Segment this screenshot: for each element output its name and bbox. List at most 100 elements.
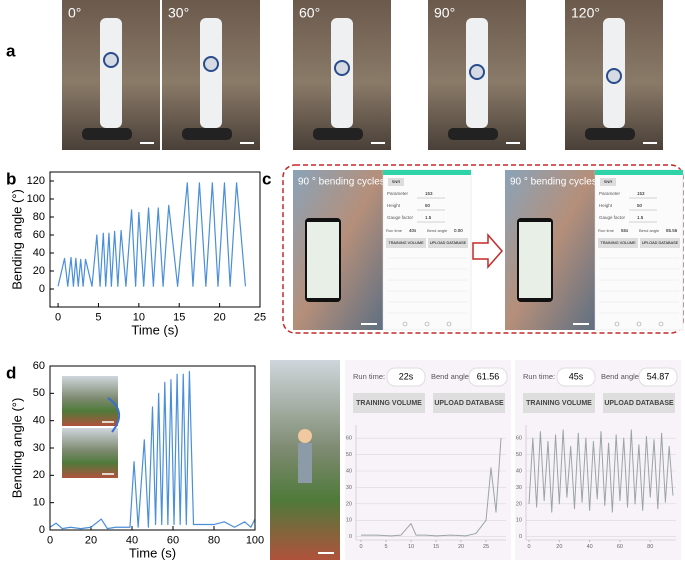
y-tick-label: 20 (33, 469, 45, 481)
app-bg (382, 169, 472, 331)
y-axis-label: Bending angle (°) (9, 189, 24, 290)
y-tick-label: 10 (346, 518, 352, 524)
x-tick-label: 20 (85, 534, 97, 546)
y-tick-label: 50 (33, 387, 45, 399)
y-tick-label: 30 (516, 485, 522, 491)
hinge (606, 68, 622, 84)
value-box (468, 367, 508, 387)
bend-value: 85.56 (666, 228, 678, 233)
x-tick-label: 20 (556, 544, 562, 550)
angle-label: 0° (68, 5, 81, 21)
y-tick-label: 80 (33, 211, 45, 223)
inset-photo (62, 428, 118, 478)
button (603, 393, 675, 413)
x-tick-label: 10 (408, 544, 414, 550)
y-tick-label: 0 (39, 283, 45, 295)
panel-label: d (6, 363, 16, 382)
run-value: 22s (399, 371, 414, 381)
field-value: 1.5 (425, 215, 432, 220)
run-value: 45s (569, 371, 584, 381)
y-tick-label: 20 (33, 265, 45, 277)
bend-value: 0.00 (454, 228, 463, 233)
inset-photo (62, 376, 118, 426)
field-value: 50 (425, 203, 431, 208)
value-box (556, 367, 596, 387)
bend-value: 54.87 (647, 371, 670, 381)
y-tick-label: 60 (33, 360, 45, 372)
app-bar (595, 170, 683, 175)
x-tick-label: 25 (254, 311, 266, 323)
x-tick-label: 60 (167, 534, 179, 546)
x-tick-label: 40 (587, 544, 593, 550)
button (428, 238, 468, 248)
y-tick-label: 120 (27, 175, 45, 187)
y-tick-label: 0 (349, 534, 352, 540)
y-tick-label: 50 (516, 452, 522, 458)
field-label: Height (387, 203, 401, 208)
field-label: Gauge factor (599, 215, 626, 220)
run-label: Run time: (523, 372, 555, 381)
run-value: 40s (409, 228, 417, 233)
plot-frame (49, 171, 261, 308)
panel-label: b (6, 169, 16, 188)
inset-arrow (107, 397, 120, 433)
value-box (638, 367, 678, 387)
field-label: Gauge factor (387, 215, 414, 220)
field-value: 50 (637, 203, 643, 208)
x-tick-label: 10 (133, 311, 145, 323)
field-value: 153 (637, 191, 645, 196)
y-tick-label: 40 (33, 247, 45, 259)
photo-title: 90 ° bending cycles (510, 177, 597, 188)
data-line (49, 370, 256, 530)
y-tick-label: 30 (346, 485, 352, 491)
x-tick-label: 0 (359, 544, 362, 550)
button-label: UPLOAD DATABASE (430, 241, 467, 245)
y-tick-label: 60 (346, 436, 352, 442)
y-axis-label: Bending angle (°) (9, 398, 24, 499)
phone-screen (519, 222, 551, 298)
panel-label: c (262, 169, 271, 188)
y-tick-label: 50 (346, 452, 352, 458)
shoe (82, 128, 132, 140)
button-label: TRAINING VOLUME (600, 241, 636, 245)
app-bg (345, 360, 511, 560)
field-value: 153 (425, 191, 433, 196)
brace (100, 18, 122, 128)
app-bg (515, 360, 681, 560)
y-tick-label: 10 (516, 518, 522, 524)
content: 0° 30° 60° 90° 120° 90 ° bending cycles SNR Par… (9, 0, 684, 560)
y-tick-label: 60 (33, 229, 45, 241)
shoe (585, 128, 635, 140)
button (433, 393, 505, 413)
y-tick-label: 0 (519, 534, 522, 540)
nav-icon (424, 321, 430, 327)
angle-label: 120° (571, 5, 600, 21)
data-line (57, 182, 247, 287)
x-tick-label: 15 (433, 544, 439, 550)
y-tick-label: 30 (33, 442, 45, 454)
brace (200, 18, 222, 128)
nav-icon (614, 321, 620, 327)
nav-icon (636, 321, 642, 327)
shoe (313, 128, 363, 140)
run-label: Run time: (353, 372, 385, 381)
panel-label: a (6, 41, 16, 60)
button-label: TRAINING VOLUME (526, 400, 592, 407)
walker-body (298, 443, 312, 483)
button-label: TRAINING VOLUME (388, 241, 424, 245)
button-label: SNR (604, 179, 613, 184)
bend-label: Bend angle (427, 228, 448, 233)
button (640, 238, 680, 248)
bend-value: 61.56 (477, 371, 500, 381)
y-tick-label: 40 (33, 415, 45, 427)
angle-label: 30° (168, 5, 189, 21)
x-tick-label: 100 (246, 534, 264, 546)
button (600, 178, 616, 186)
y-tick-label: 0 (39, 524, 45, 536)
y-tick-label: 20 (346, 501, 352, 507)
field-value: 1.5 (637, 215, 644, 220)
button (353, 393, 425, 413)
x-tick-label: 60 (617, 544, 623, 550)
data-line (528, 429, 674, 513)
